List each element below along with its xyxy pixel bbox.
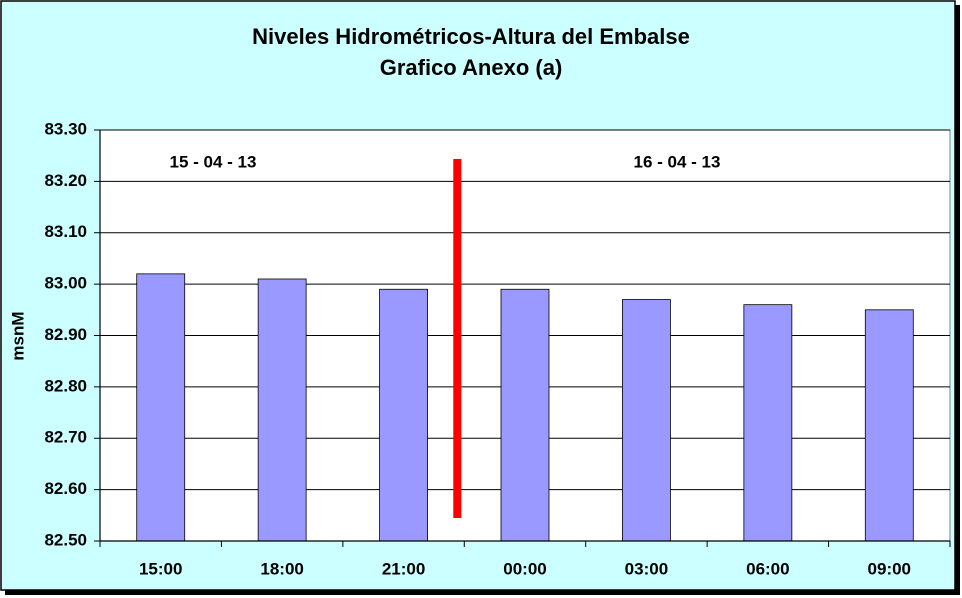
bar xyxy=(257,278,307,542)
x-tick-label: 21:00 xyxy=(382,559,425,578)
y-tick-label: 82.90 xyxy=(44,325,87,344)
y-tick-label: 82.50 xyxy=(44,530,87,549)
bar xyxy=(622,299,671,542)
bar xyxy=(379,288,428,542)
bar xyxy=(864,309,914,542)
annotation: 15 - 04 - 13 xyxy=(170,152,257,171)
y-tick-label: 82.60 xyxy=(44,479,87,498)
x-tick-label: 06:00 xyxy=(746,559,789,578)
bar xyxy=(500,288,550,542)
y-tick-label: 83.10 xyxy=(44,222,87,241)
x-tick-label: 15:00 xyxy=(139,559,182,578)
y-tick-label: 83.20 xyxy=(44,171,87,190)
x-tick-label: 18:00 xyxy=(260,559,303,578)
x-tick-label: 03:00 xyxy=(625,559,668,578)
y-tick-label: 82.70 xyxy=(44,428,87,447)
y-tick-label: 83.00 xyxy=(44,274,87,293)
chart-subtitle: Grafico Anexo (a) xyxy=(380,55,563,80)
annotation: 16 - 04 - 13 xyxy=(634,152,721,171)
y-axis-label: msnM xyxy=(8,311,27,360)
chart-title: Niveles Hidrométricos-Altura del Embalse xyxy=(252,24,690,49)
y-tick-label: 83.30 xyxy=(44,119,87,138)
x-tick-label: 00:00 xyxy=(503,559,546,578)
y-tick-label: 82.80 xyxy=(44,376,87,395)
x-tick-label: 09:00 xyxy=(868,559,911,578)
bar xyxy=(136,273,186,542)
bar xyxy=(743,304,793,542)
